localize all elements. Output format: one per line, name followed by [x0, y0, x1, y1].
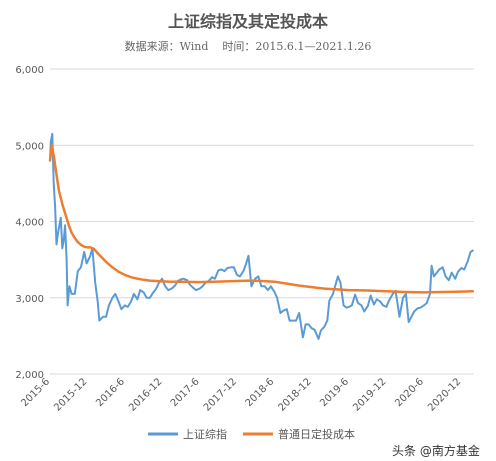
x-axis-tick-labels: 2015-6 2015-12 2016-6 2016-12 2017-6 2017-12 2… [19, 376, 463, 413]
y-tick-label: 5,000 [15, 141, 44, 152]
x-tick-label: 2016-6 [94, 376, 127, 409]
x-tick-label: 2015-6 [19, 376, 52, 409]
chart-title: 上证综指及其定投成本 [168, 12, 328, 31]
x-tick-label: 2017-6 [169, 376, 202, 409]
series-line-daily-sip-cost [48, 144, 475, 294]
series-line-shanghai-composite [49, 132, 474, 340]
y-tick-label: 4,000 [15, 218, 44, 229]
y-tick-label: 2,000 [15, 370, 44, 381]
x-tick-label: 2020-6 [393, 376, 426, 409]
watermark: 头条 @南方基金 [387, 441, 494, 459]
watermark-text: 头条 @南方基金 [392, 443, 480, 458]
gridlines [50, 68, 474, 299]
x-tick-label: 2018-6 [244, 376, 277, 409]
chart-subtitle: 数据来源：Wind 时间：2015.6.1—2021.1.26 [125, 39, 372, 53]
y-tick-label: 3,000 [15, 294, 44, 305]
legend: 上证综指 普通日定投成本 [148, 427, 355, 441]
series-lines [48, 132, 475, 340]
y-tick-label: 6,000 [15, 65, 44, 76]
legend-label-cost: 普通日定投成本 [278, 427, 355, 441]
legend-label-index: 上证综指 [183, 427, 227, 441]
x-tick-label: 2019-12 [351, 376, 388, 413]
x-tick-label: 2019-6 [318, 376, 351, 409]
x-tick-label: 2015-12 [52, 376, 89, 413]
x-tick-label: 2017-12 [202, 376, 239, 413]
x-tick-label: 2018-12 [277, 376, 314, 413]
x-tick-label: 2016-12 [127, 376, 164, 413]
y-axis-tick-labels: 2,000 3,000 4,000 5,000 6,000 [15, 65, 44, 381]
x-tick-label: 2020-12 [426, 376, 463, 413]
